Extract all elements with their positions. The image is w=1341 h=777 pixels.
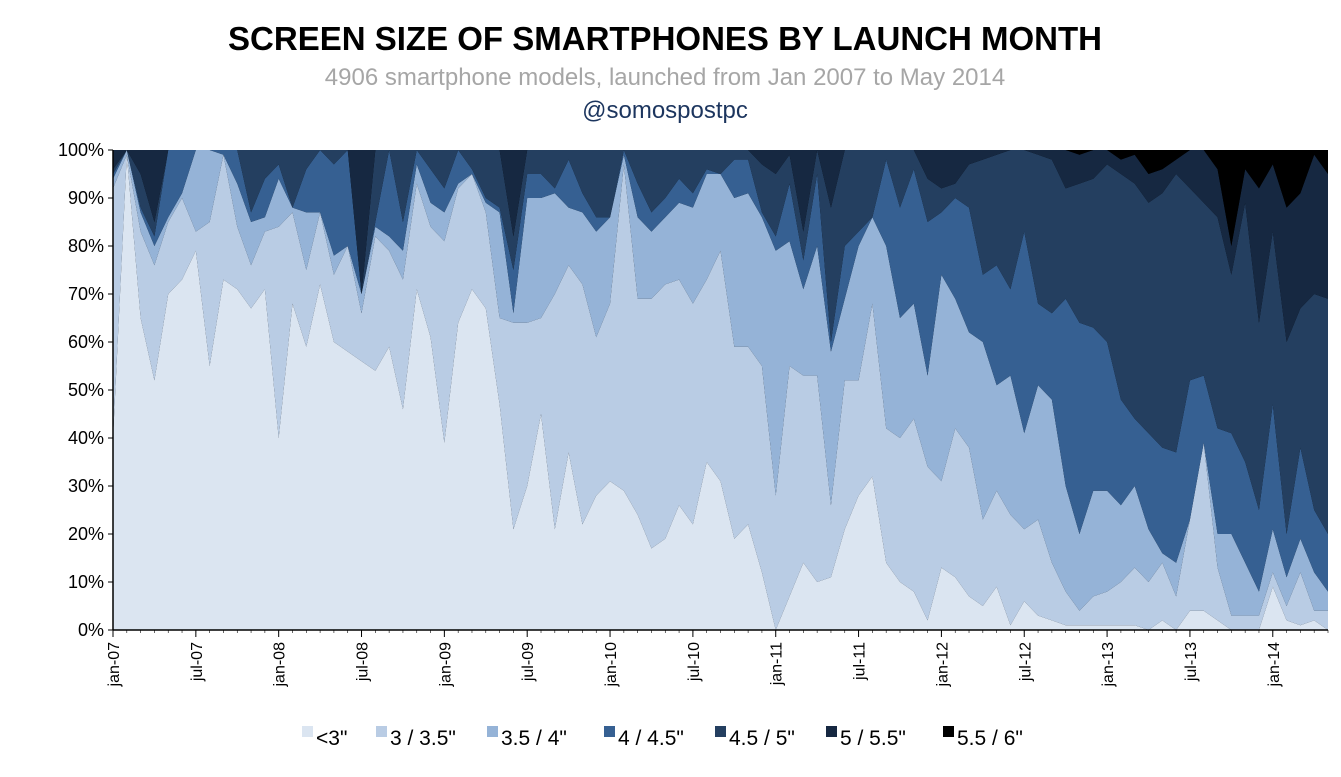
legend-swatch <box>715 726 726 737</box>
area-series-1 <box>113 154 1328 631</box>
y-tick-label: 0% <box>78 620 104 640</box>
legend-swatch <box>302 726 313 737</box>
axes: 0% 10% 20% 30% 40% 50% 60% 70% 80% 90% 100% jan-07 j… <box>58 140 1329 688</box>
x-tick-label: jan-07 <box>106 642 123 688</box>
x-tick-label: jul-07 <box>189 642 206 682</box>
x-tick-label: jan-10 <box>603 642 620 688</box>
x-tick-label: jan-12 <box>934 642 951 688</box>
x-tick-label: jan-14 <box>1266 642 1283 688</box>
x-tick-label: jan-09 <box>437 642 454 688</box>
y-tick-label: 100% <box>58 140 104 160</box>
legend-label: 5.5 / 6" <box>957 727 1023 750</box>
x-tick-label: jul-08 <box>355 642 372 682</box>
legend-label: 4.5 / 5" <box>729 727 795 750</box>
legend-label: <3" <box>316 727 347 750</box>
y-tick-label: 40% <box>68 428 104 448</box>
y-tick-label: 60% <box>68 332 104 352</box>
plot-areas <box>113 150 1328 631</box>
legend-swatch <box>487 726 498 737</box>
x-tick-label: jul-12 <box>1017 642 1034 682</box>
x-tick-label: jan-13 <box>1100 642 1117 688</box>
x-tick-label: jul-09 <box>520 642 537 682</box>
chart-subtitle: 4906 smartphone models, launched from Ja… <box>325 64 1005 91</box>
legend-swatch <box>943 726 954 737</box>
legend: <3" 3 / 3.5" 3.5 / 4" 4 / 4.5" 4.5 / 5" 5 / 5… <box>302 726 1023 750</box>
chart-credit: @somospostpc <box>582 97 748 124</box>
x-tick-label: jul-11 <box>852 642 869 681</box>
chart-title: SCREEN SIZE OF SMARTPHONES BY LAUNCH MON… <box>228 20 1102 57</box>
y-tick-label: 50% <box>68 380 104 400</box>
legend-label: 3.5 / 4" <box>501 727 567 750</box>
area-series-0 <box>113 154 1328 631</box>
y-tick-label: 90% <box>68 188 104 208</box>
legend-label: 5 / 5.5" <box>840 727 906 750</box>
area-series-5 <box>113 150 1328 342</box>
x-tick-label: jul-10 <box>686 642 703 682</box>
x-tick-label: jul-13 <box>1183 642 1200 682</box>
legend-label: 4 / 4.5" <box>618 727 684 750</box>
y-tick-label: 80% <box>68 236 104 256</box>
area-series-2 <box>113 150 1328 616</box>
y-tick-label: 10% <box>68 572 104 592</box>
legend-swatch <box>826 726 837 737</box>
y-tick-label: 70% <box>68 284 104 304</box>
x-tick-label: jan-11 <box>769 642 786 686</box>
y-tick-label: 30% <box>68 476 104 496</box>
legend-swatch <box>376 726 387 737</box>
legend-label: 3 / 3.5" <box>390 727 456 750</box>
x-tick-label: jan-08 <box>272 642 289 688</box>
area-series-3 <box>113 150 1328 592</box>
y-tick-label: 20% <box>68 524 104 544</box>
legend-swatch <box>604 726 615 737</box>
